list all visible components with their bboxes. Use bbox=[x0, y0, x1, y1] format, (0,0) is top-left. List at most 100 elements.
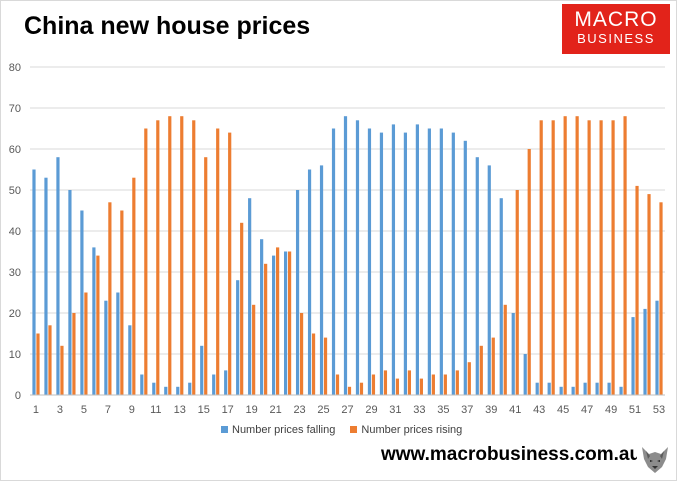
bar-falling bbox=[367, 128, 372, 395]
x-tick-label: 23 bbox=[293, 404, 305, 416]
bar-falling bbox=[511, 313, 515, 395]
x-tick-label: 47 bbox=[581, 404, 593, 416]
bar-rising bbox=[48, 325, 52, 395]
x-tick-label: 35 bbox=[437, 404, 449, 416]
bar-falling bbox=[56, 157, 60, 395]
bar-falling bbox=[224, 370, 228, 395]
legend-label-falling: Number prices falling bbox=[232, 424, 336, 436]
bar-rising bbox=[623, 116, 627, 395]
bar-falling bbox=[80, 210, 84, 395]
y-tick-label: 0 bbox=[15, 390, 21, 402]
website-url: www.macrobusiness.com.au bbox=[381, 444, 642, 465]
bar-rising bbox=[551, 120, 555, 396]
bar-rising bbox=[563, 116, 567, 395]
bar-rising bbox=[587, 120, 591, 396]
brand-logo: MACRO BUSINESS bbox=[562, 4, 670, 54]
bar-rising bbox=[575, 116, 579, 395]
y-tick-label: 40 bbox=[9, 226, 21, 238]
y-tick-label: 50 bbox=[9, 185, 21, 197]
x-tick-label: 31 bbox=[389, 404, 401, 416]
bar-rising bbox=[156, 120, 160, 396]
x-tick-label: 53 bbox=[653, 404, 665, 416]
bar-rising bbox=[252, 304, 256, 395]
bar-rising bbox=[515, 190, 519, 395]
bar-rising bbox=[611, 120, 615, 396]
bar-rising bbox=[36, 333, 40, 395]
bar-rising bbox=[467, 362, 471, 395]
bar-falling bbox=[319, 165, 324, 395]
bar-falling bbox=[355, 120, 360, 396]
bar-rising bbox=[527, 149, 531, 395]
bar-rising bbox=[503, 304, 507, 395]
wolf-icon bbox=[637, 441, 673, 477]
bar-rising bbox=[635, 185, 639, 395]
bar-falling bbox=[391, 124, 396, 396]
x-tick-label: 11 bbox=[150, 404, 161, 416]
bar-falling bbox=[212, 374, 216, 395]
bar-falling bbox=[200, 345, 204, 395]
bar-rising bbox=[539, 120, 543, 396]
y-tick-label: 70 bbox=[9, 103, 21, 115]
y-tick-label: 80 bbox=[9, 62, 21, 74]
bar-rising bbox=[419, 378, 423, 395]
bar-falling bbox=[307, 169, 312, 395]
bar-rising bbox=[491, 337, 495, 395]
x-tick-label: 49 bbox=[605, 404, 617, 416]
bar-falling bbox=[655, 300, 659, 395]
x-tick-label: 29 bbox=[365, 404, 377, 416]
legend-item-falling: Number prices falling bbox=[221, 424, 335, 436]
bar-falling bbox=[236, 280, 240, 395]
bar-falling bbox=[619, 386, 623, 395]
bar-rising bbox=[479, 345, 483, 395]
legend: Number prices falling Number prices risi… bbox=[221, 424, 474, 436]
x-tick-label: 21 bbox=[269, 404, 281, 416]
bar-falling bbox=[571, 386, 575, 395]
bar-falling bbox=[283, 251, 288, 395]
x-tick-label: 43 bbox=[533, 404, 545, 416]
x-tick-label: 13 bbox=[174, 404, 186, 416]
bar-falling bbox=[475, 157, 479, 395]
bar-rising bbox=[180, 116, 184, 395]
bar-rising bbox=[311, 333, 316, 395]
bar-falling bbox=[343, 116, 348, 395]
bar-rising bbox=[60, 345, 64, 395]
bar-rising bbox=[431, 374, 435, 395]
bar-falling bbox=[128, 325, 132, 395]
bar-falling bbox=[272, 255, 276, 395]
x-tick-label: 15 bbox=[198, 404, 210, 416]
y-tick-label: 30 bbox=[9, 267, 21, 279]
y-tick-label: 60 bbox=[9, 144, 21, 156]
y-tick-label: 10 bbox=[9, 349, 21, 361]
legend-item-rising: Number prices rising bbox=[350, 424, 462, 436]
bar-falling bbox=[499, 198, 503, 395]
bar-rising bbox=[383, 370, 388, 395]
bar-rising bbox=[132, 177, 136, 395]
bar-falling bbox=[439, 128, 443, 395]
bar-falling bbox=[104, 300, 108, 395]
brand-logo-line2: BUSINESS bbox=[577, 31, 655, 46]
bar-falling bbox=[487, 165, 491, 395]
bar-rising bbox=[359, 382, 364, 395]
bar-falling bbox=[164, 386, 168, 395]
x-tick-label: 3 bbox=[57, 404, 63, 416]
x-tick-label: 25 bbox=[317, 404, 329, 416]
bar-falling bbox=[523, 354, 527, 395]
x-tick-label: 5 bbox=[81, 404, 87, 416]
bar-falling bbox=[295, 190, 300, 395]
bar-falling bbox=[403, 132, 408, 395]
brand-logo-line1: MACRO bbox=[574, 8, 658, 31]
bar-falling bbox=[68, 190, 72, 395]
bar-falling bbox=[583, 382, 587, 395]
bar-falling bbox=[176, 386, 180, 395]
bar-rising bbox=[395, 378, 400, 395]
bar-rising bbox=[347, 386, 352, 395]
legend-swatch-falling bbox=[221, 426, 228, 433]
bar-rising bbox=[144, 128, 148, 395]
bar-falling bbox=[379, 132, 384, 395]
bar-falling bbox=[595, 382, 599, 395]
bar-rising bbox=[647, 194, 651, 395]
bar-falling bbox=[32, 169, 36, 395]
bar-rising bbox=[192, 120, 196, 396]
bar-falling bbox=[631, 317, 635, 395]
bar-rising bbox=[599, 120, 603, 396]
